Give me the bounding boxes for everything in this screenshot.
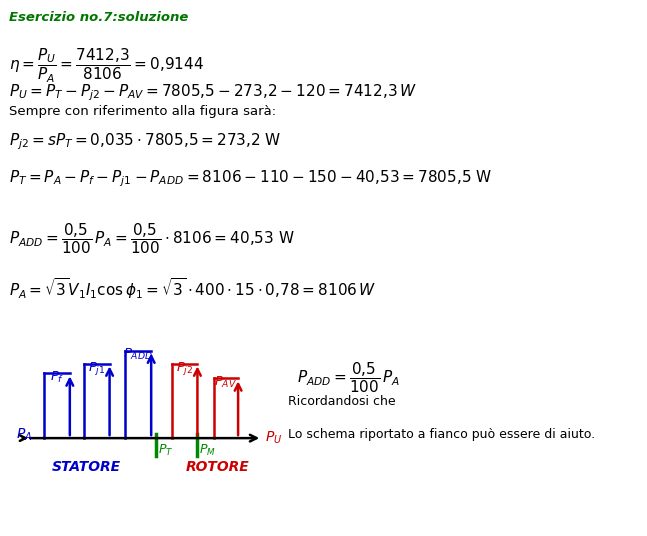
Text: Ricordandosi che: Ricordandosi che xyxy=(288,396,396,408)
Text: $\eta = \dfrac{P_U}{P_A} = \dfrac{7412{,}3}{8106} = 0{,}9144$: $\eta = \dfrac{P_U}{P_A} = \dfrac{7412{,… xyxy=(9,47,204,85)
Text: $P_{ADD} = \dfrac{0{,}5}{100}\,P_A$: $P_{ADD} = \dfrac{0{,}5}{100}\,P_A$ xyxy=(297,361,400,395)
Text: $P_{AV}$: $P_{AV}$ xyxy=(215,375,237,390)
Text: STATORE: STATORE xyxy=(51,460,120,474)
Text: Sempre con riferimento alla figura sarà:: Sempre con riferimento alla figura sarà: xyxy=(9,105,276,118)
Text: $P_U = P_T - P_{j2} - P_{AV} = 7805{,}5-273{,}2-120 = 7412{,}3\,W$: $P_U = P_T - P_{j2} - P_{AV} = 7805{,}5-… xyxy=(9,82,417,102)
Text: $P_A = \sqrt{3}V_1I_1\cos\phi_1 = \sqrt{3}\cdot400\cdot15\cdot0{,}78 = 8106\,W$: $P_A = \sqrt{3}V_1I_1\cos\phi_1 = \sqrt{… xyxy=(9,276,377,301)
Text: $P_U$: $P_U$ xyxy=(265,430,282,446)
Text: $P_A$: $P_A$ xyxy=(16,427,32,443)
Text: $P_T$: $P_T$ xyxy=(158,443,173,458)
Text: Lo schema riportato a fianco può essere di aiuto.: Lo schema riportato a fianco può essere … xyxy=(288,428,595,441)
Text: ROTORE: ROTORE xyxy=(186,460,249,474)
Text: $P_{ADD} = \dfrac{0{,}5}{100}\,P_A = \dfrac{0{,}5}{100}\cdot8106 = 40{,}53\text{: $P_{ADD} = \dfrac{0{,}5}{100}\,P_A = \df… xyxy=(9,221,294,256)
Text: $P_T = P_A - P_f - P_{j1} - P_{ADD} = 8106-110-150-40{,}53 = 7805{,}5\text{ W}$: $P_T = P_A - P_f - P_{j1} - P_{ADD} = 81… xyxy=(9,168,492,189)
Text: Esercizio no.7:soluzione: Esercizio no.7:soluzione xyxy=(9,11,188,24)
Text: $P_{j2}$: $P_{j2}$ xyxy=(176,360,193,376)
Text: $P_{j2} = sP_T = 0{,}035\cdot7805{,}5 = 273{,}2\text{ W}$: $P_{j2} = sP_T = 0{,}035\cdot7805{,}5 = … xyxy=(9,132,281,152)
Text: $P_{j1}$: $P_{j1}$ xyxy=(88,360,105,376)
Text: $P_f$: $P_f$ xyxy=(50,369,64,384)
Text: $P_M$: $P_M$ xyxy=(199,443,216,458)
Text: $P_{ADD}$: $P_{ADD}$ xyxy=(123,347,153,362)
